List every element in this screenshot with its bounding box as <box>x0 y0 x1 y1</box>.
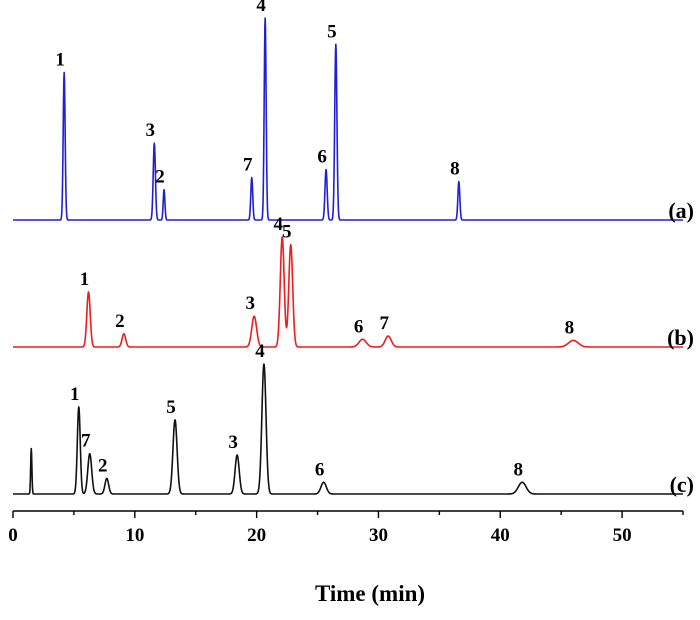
peak-label: 1 <box>70 384 80 405</box>
peak-label: 6 <box>317 147 327 168</box>
x-tick-label: 20 <box>247 525 266 546</box>
peak-label: 1 <box>80 269 90 290</box>
peak-label: 5 <box>166 397 176 418</box>
peak-label: 8 <box>565 317 575 338</box>
peak-label: 5 <box>282 222 292 243</box>
peak-label: 4 <box>256 0 266 16</box>
peak-label: 4 <box>255 341 265 362</box>
x-axis: 0 10 20 30 40 50 <box>8 510 684 546</box>
peak-label: 3 <box>245 293 255 314</box>
series-line <box>12 236 684 348</box>
peak-label: 2 <box>115 311 125 332</box>
peak-label: 3 <box>146 120 156 141</box>
trace-group: 1 72 5 3 4 6 8 (c) <box>12 341 694 497</box>
peak-label: 7 <box>243 155 253 176</box>
peak-label: 6 <box>354 316 364 337</box>
peak-label: 3 <box>228 432 238 453</box>
peak-label: 4 <box>273 214 283 235</box>
x-tick-label: 40 <box>491 525 510 546</box>
peak-label: 8 <box>450 159 460 180</box>
x-tick-label: 50 <box>613 525 632 546</box>
x-tick-label: 30 <box>369 525 388 546</box>
series-line <box>12 17 684 221</box>
series-line <box>12 363 684 495</box>
peak-label: 5 <box>327 21 337 42</box>
trace-group: 1 3 2 7 4 6 5 8 (a) <box>12 0 694 223</box>
x-tick-label: 0 <box>8 525 18 546</box>
peak-label: 2 <box>98 455 108 476</box>
peak-label: 7 <box>81 431 91 452</box>
peak-label: 8 <box>513 459 523 480</box>
peak-label: 2 <box>155 167 165 188</box>
x-tick-label: 10 <box>125 525 144 546</box>
trace-label: (b) <box>667 325 694 350</box>
peak-label: 6 <box>315 459 325 480</box>
trace-label: (a) <box>668 198 694 223</box>
trace-label: (c) <box>670 472 694 497</box>
peak-label: 1 <box>55 50 65 71</box>
x-axis-title: Time (min) <box>315 581 425 606</box>
peak-label: 7 <box>379 313 389 334</box>
